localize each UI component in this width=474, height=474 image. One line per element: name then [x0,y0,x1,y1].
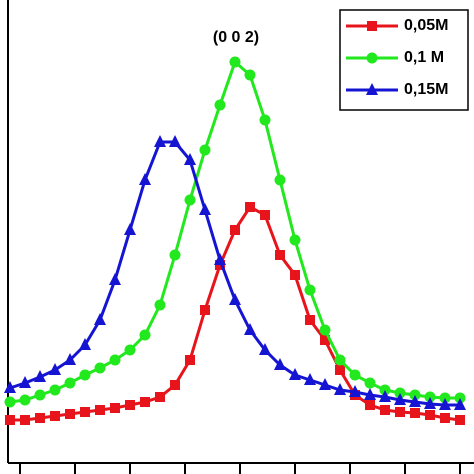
marker [365,400,375,410]
marker [64,353,76,365]
marker [19,376,31,388]
marker [335,365,345,375]
legend-label: 0,15M [404,81,448,98]
marker [4,381,16,393]
marker [274,174,286,186]
marker [109,273,121,285]
marker [5,415,15,425]
marker [380,405,390,415]
marker [169,135,181,147]
marker [334,354,346,366]
annotation: (0 0 2) [213,29,259,46]
marker [454,398,466,410]
marker [366,83,378,95]
marker [260,210,270,220]
marker [229,293,241,305]
marker [79,338,91,350]
marker [125,400,135,410]
marker [366,52,378,64]
marker [334,383,346,395]
marker [410,408,420,418]
marker [274,358,286,370]
marker [95,405,105,415]
marker [199,203,211,215]
marker [79,369,91,381]
marker [154,135,166,147]
marker [170,380,180,390]
marker [244,69,256,81]
marker [304,373,316,385]
legend-label: 0,05M [404,17,448,34]
marker [139,329,151,341]
marker [230,225,240,235]
marker [94,313,106,325]
marker [395,407,405,417]
marker [20,415,30,425]
marker [64,377,76,389]
marker [184,153,196,165]
marker [379,390,391,402]
series-line [9,140,460,407]
marker [425,410,435,420]
marker [275,250,285,260]
marker [229,56,241,68]
marker [319,324,331,336]
marker [19,394,31,406]
marker [109,354,121,366]
marker [155,392,165,402]
marker [49,384,61,396]
marker [440,413,450,423]
marker [409,395,421,407]
marker [289,368,301,380]
marker [185,355,195,365]
marker [305,315,315,325]
marker [439,398,451,410]
marker [245,202,255,212]
marker [154,299,166,311]
marker [124,223,136,235]
marker [199,144,211,156]
series-line [10,205,461,422]
marker [320,335,330,345]
marker [259,343,271,355]
marker [139,173,151,185]
marker [349,369,361,381]
marker [4,396,16,408]
marker [34,389,46,401]
marker [214,253,226,265]
marker [289,234,301,246]
marker [34,370,46,382]
marker [367,21,377,31]
marker [110,403,120,413]
marker [319,378,331,390]
legend-label: 0,1 M [404,49,444,66]
marker [200,305,210,315]
marker [80,407,90,417]
marker [290,270,300,280]
marker [394,393,406,405]
marker [50,411,60,421]
marker [184,194,196,206]
marker [49,363,61,375]
marker [65,409,75,419]
marker [35,413,45,423]
marker [364,377,376,389]
marker [94,362,106,374]
marker [140,397,150,407]
marker [455,415,465,425]
marker [424,397,436,409]
marker [304,284,316,296]
marker [214,99,226,111]
marker [364,388,376,400]
marker [349,385,361,397]
marker [169,249,181,261]
marker [244,323,256,335]
marker [124,344,136,356]
marker [259,114,271,126]
